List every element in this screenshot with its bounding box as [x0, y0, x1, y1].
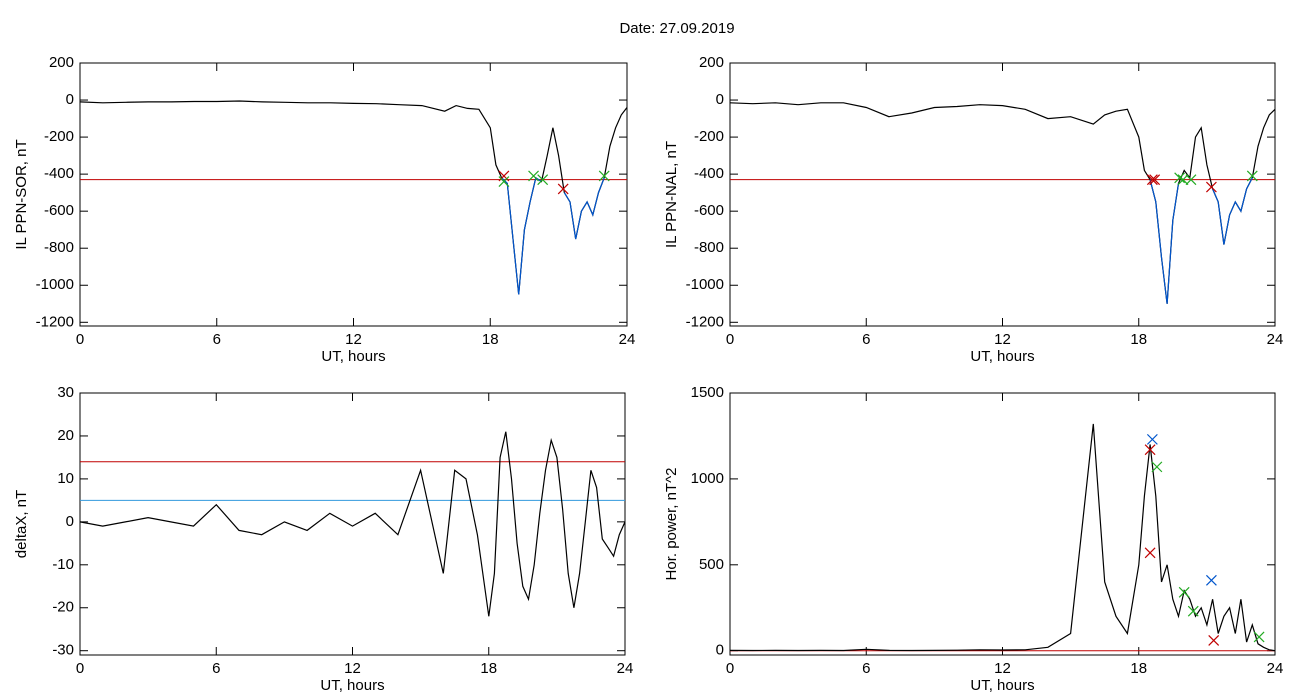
plot-frame — [729, 392, 1276, 656]
y-tick-label: -400 — [44, 165, 74, 182]
y-axis-label: deltaX, nT — [13, 490, 30, 558]
cross-marker — [557, 183, 569, 195]
y-tick-label: 0 — [66, 91, 74, 108]
cross-marker — [1144, 444, 1156, 456]
cross-marker — [1146, 174, 1158, 186]
y-tick-label: -20 — [52, 599, 74, 616]
data-line — [501, 176, 605, 295]
y-tick-label: 1000 — [691, 470, 724, 487]
y-axis-label: IL PPN-SOR, nT — [13, 139, 30, 249]
x-tick-label: 6 — [213, 331, 221, 348]
cross-marker — [1253, 631, 1265, 643]
x-tick-label: 18 — [482, 331, 499, 348]
cross-marker — [1177, 174, 1189, 186]
y-axis-label: IL PPN-NAL, nT — [663, 141, 680, 248]
y-tick-label: -800 — [44, 239, 74, 256]
x-tick-label: 6 — [862, 660, 870, 677]
x-tick-label: 12 — [994, 331, 1011, 348]
y-tick-label: 30 — [57, 384, 74, 401]
cross-marker — [1149, 174, 1161, 186]
plot-frame — [729, 62, 1276, 327]
data-line — [1149, 177, 1253, 304]
y-tick-label: 200 — [49, 54, 74, 71]
y-tick-label: 10 — [57, 470, 74, 487]
y-tick-label: 0 — [66, 513, 74, 530]
y-tick-label: -200 — [694, 128, 724, 145]
x-axis-label: UT, hours — [321, 348, 385, 365]
cross-marker — [1185, 174, 1197, 186]
cross-marker — [498, 170, 510, 182]
cross-marker — [1144, 547, 1156, 559]
cross-marker — [1205, 181, 1217, 193]
y-tick-label: -1000 — [36, 276, 74, 293]
y-tick-label: 1500 — [691, 384, 724, 401]
data-line — [79, 100, 628, 295]
cross-marker — [1178, 586, 1190, 598]
cross-marker — [1146, 433, 1158, 445]
y-tick-label: 20 — [57, 427, 74, 444]
x-axis-label: UT, hours — [970, 677, 1034, 694]
cross-marker — [1187, 605, 1199, 617]
data-line — [729, 102, 1276, 304]
data-line — [79, 431, 626, 617]
cross-marker — [528, 170, 539, 182]
x-tick-label: 6 — [862, 331, 870, 348]
y-tick-label: -1000 — [686, 276, 724, 293]
y-tick-label: 500 — [699, 556, 724, 573]
x-tick-label: 18 — [480, 660, 497, 677]
plot-frame — [79, 392, 626, 656]
y-axis-label: Hor. power, nT^2 — [663, 468, 680, 581]
y-tick-label: -800 — [694, 239, 724, 256]
cross-marker — [598, 170, 610, 182]
cross-marker — [1174, 172, 1186, 184]
x-axis-label: UT, hours — [320, 677, 384, 694]
x-tick-label: 24 — [1267, 660, 1284, 677]
x-tick-label: 0 — [726, 331, 734, 348]
cross-marker — [1208, 634, 1220, 646]
x-tick-label: 0 — [726, 660, 734, 677]
x-tick-label: 12 — [344, 660, 361, 677]
x-tick-label: 12 — [345, 331, 362, 348]
data-line — [729, 423, 1276, 652]
y-tick-label: 0 — [716, 91, 724, 108]
x-tick-label: 24 — [617, 660, 634, 677]
y-tick-label: 0 — [716, 642, 724, 659]
y-tick-label: -600 — [44, 202, 74, 219]
x-tick-label: 12 — [994, 660, 1011, 677]
y-tick-label: -30 — [52, 642, 74, 659]
cross-marker — [498, 176, 510, 187]
x-tick-label: 18 — [1130, 660, 1147, 677]
page-title: Date: 27.09.2019 — [619, 20, 734, 37]
y-tick-label: -1200 — [686, 313, 724, 330]
cross-marker — [1205, 574, 1217, 586]
cross-marker — [1246, 170, 1258, 182]
x-tick-label: 24 — [1267, 331, 1284, 348]
x-tick-label: 18 — [1130, 331, 1147, 348]
y-tick-label: -200 — [44, 128, 74, 145]
y-tick-label: -600 — [694, 202, 724, 219]
x-tick-label: 6 — [212, 660, 220, 677]
y-tick-label: -1200 — [36, 313, 74, 330]
x-tick-label: 0 — [76, 331, 84, 348]
cross-marker — [1151, 461, 1163, 473]
x-axis-label: UT, hours — [970, 348, 1034, 365]
y-tick-label: 200 — [699, 54, 724, 71]
x-tick-label: 0 — [76, 660, 84, 677]
cross-marker — [537, 174, 549, 186]
x-tick-label: 24 — [619, 331, 636, 348]
y-tick-label: -10 — [52, 556, 74, 573]
y-tick-label: -400 — [694, 165, 724, 182]
